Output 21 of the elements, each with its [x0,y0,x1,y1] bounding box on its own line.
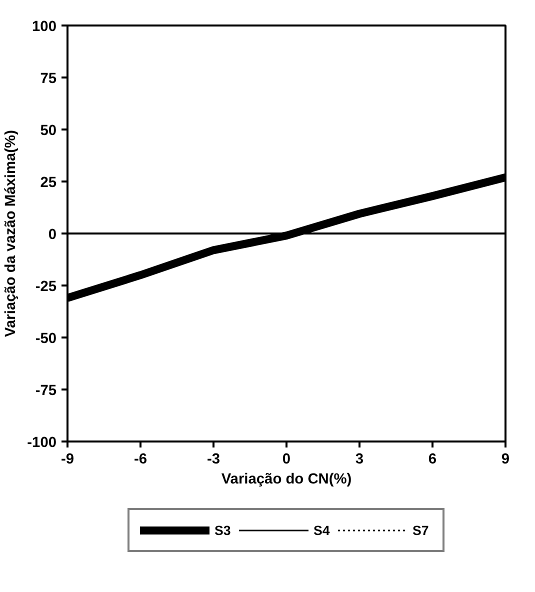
y-tick-label: -25 [35,279,57,295]
y-tick-label: 100 [32,19,57,35]
x-tick-label: -6 [134,452,148,468]
x-tick-label: 3 [355,452,364,468]
y-tick-label: 50 [40,123,57,139]
y-axis-title: Variação da vazão Máxima(%) [3,130,20,337]
x-axis-title: Variação do CN(%) [221,472,352,488]
legend-label: S7 [412,522,430,538]
legend-label: S4 [314,522,331,538]
x-tick-label: 0 [282,452,291,468]
x-tick-label: -9 [60,452,74,468]
y-tick-label: -100 [27,435,57,451]
y-tick-label: 75 [40,71,57,87]
y-tick-label: 0 [48,227,57,243]
x-tick-label: 6 [428,452,437,468]
text: S3 [214,522,232,538]
y-tick-label: -50 [35,331,57,347]
y-tick-label: 25 [40,175,57,191]
x-tick-label: -3 [206,452,220,468]
y-tick-label: -75 [35,383,57,399]
x-tick-label: 9 [501,452,510,468]
